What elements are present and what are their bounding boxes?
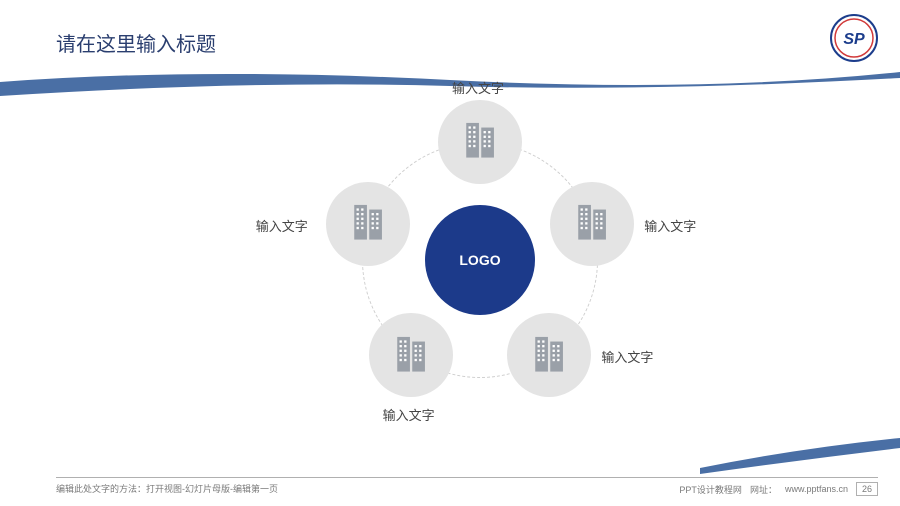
footer-url: www.pptfans.cn xyxy=(785,484,848,494)
diagram-node-label: 输入文字 xyxy=(383,405,435,424)
building-icon xyxy=(457,116,503,167)
diagram-node xyxy=(438,100,522,184)
diagram-center: LOGO xyxy=(425,205,535,315)
diagram-node-label: 输入文字 xyxy=(256,216,308,235)
diagram-node-label: 输入文字 xyxy=(601,347,653,366)
svg-text:SP: SP xyxy=(843,31,865,48)
diagram-node xyxy=(369,313,453,397)
footer: 编辑此处文字的方法：打开视图-幻灯片母版-编辑第一页 PPT设计教程网 网址： … xyxy=(56,477,878,496)
swoosh-bottom xyxy=(700,438,900,478)
building-icon xyxy=(526,330,572,381)
footer-right: PPT设计教程网 网址： www.pptfans.cn 26 xyxy=(679,482,878,496)
diagram-node-label: 输入文字 xyxy=(452,78,504,97)
diagram-node xyxy=(326,182,410,266)
page-title: 请在这里输入标题 xyxy=(56,28,216,57)
page-number: 26 xyxy=(856,482,878,496)
diagram-node-label: 输入文字 xyxy=(644,216,696,235)
building-icon xyxy=(345,198,391,249)
building-icon xyxy=(388,330,434,381)
footer-site-label: PPT设计教程网 xyxy=(679,483,742,496)
corner-logo-icon: SP xyxy=(830,14,878,62)
slide: 请在这里输入标题 SP 输入文字 输入文字 xyxy=(0,0,900,506)
diagram-node xyxy=(507,313,591,397)
building-icon xyxy=(569,198,615,249)
diagram-center-label: LOGO xyxy=(459,252,500,268)
footer-url-label: 网址： xyxy=(750,483,777,496)
diagram-node xyxy=(550,182,634,266)
footer-edit-hint: 编辑此处文字的方法：打开视图-幻灯片母版-编辑第一页 xyxy=(56,482,278,496)
radial-diagram: 输入文字 输入文字 输入文字 输入文字 xyxy=(300,80,660,460)
